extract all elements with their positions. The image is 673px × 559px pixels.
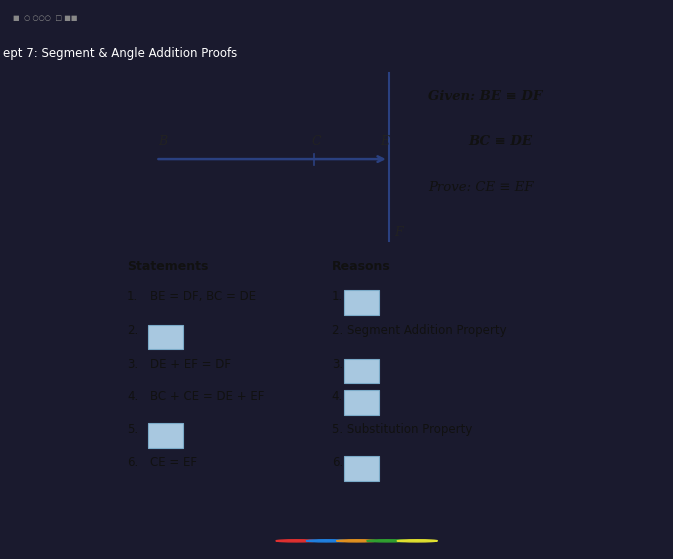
Circle shape bbox=[306, 540, 347, 542]
FancyBboxPatch shape bbox=[344, 456, 379, 481]
Text: 1.: 1. bbox=[127, 290, 139, 303]
Text: 5.: 5. bbox=[127, 423, 138, 435]
Text: ept 7: Segment & Angle Addition Proofs: ept 7: Segment & Angle Addition Proofs bbox=[3, 48, 238, 60]
FancyBboxPatch shape bbox=[344, 291, 379, 315]
Text: BC ≡ DE: BC ≡ DE bbox=[468, 135, 532, 149]
FancyBboxPatch shape bbox=[148, 325, 183, 349]
Circle shape bbox=[336, 540, 377, 542]
Text: 1.: 1. bbox=[332, 290, 343, 303]
Text: Statements: Statements bbox=[127, 260, 209, 273]
Text: Prove: CE ≡ EF: Prove: CE ≡ EF bbox=[429, 181, 534, 194]
Text: DE + EF = DF: DE + EF = DF bbox=[150, 358, 231, 371]
Text: 3.: 3. bbox=[332, 358, 343, 371]
Text: B: B bbox=[158, 135, 168, 149]
Circle shape bbox=[397, 540, 437, 542]
FancyBboxPatch shape bbox=[344, 390, 379, 415]
Text: 4.: 4. bbox=[127, 390, 139, 403]
Text: 5. Substitution Property: 5. Substitution Property bbox=[332, 423, 472, 435]
Circle shape bbox=[367, 540, 407, 542]
Text: BC + CE = DE + EF: BC + CE = DE + EF bbox=[150, 390, 264, 403]
FancyBboxPatch shape bbox=[148, 423, 183, 448]
Text: 2.: 2. bbox=[127, 324, 139, 337]
Text: Given: BE ≡ DF: Given: BE ≡ DF bbox=[429, 90, 542, 103]
Text: C: C bbox=[312, 135, 322, 149]
Text: E: E bbox=[380, 135, 389, 149]
Text: BE = DF, BC = DE: BE = DF, BC = DE bbox=[150, 290, 256, 303]
Text: 6.: 6. bbox=[332, 456, 343, 469]
Text: 6.: 6. bbox=[127, 456, 139, 469]
Text: Reasons: Reasons bbox=[332, 260, 390, 273]
FancyBboxPatch shape bbox=[344, 359, 379, 383]
Text: CE = EF: CE = EF bbox=[150, 456, 197, 469]
Text: ■  ○ ○○○  □ ■■: ■ ○ ○○○ □ ■■ bbox=[13, 15, 78, 21]
Text: F: F bbox=[394, 226, 403, 239]
Text: 3.: 3. bbox=[127, 358, 138, 371]
Text: 4.: 4. bbox=[332, 390, 343, 403]
Text: 2. Segment Addition Property: 2. Segment Addition Property bbox=[332, 324, 506, 337]
Circle shape bbox=[276, 540, 316, 542]
